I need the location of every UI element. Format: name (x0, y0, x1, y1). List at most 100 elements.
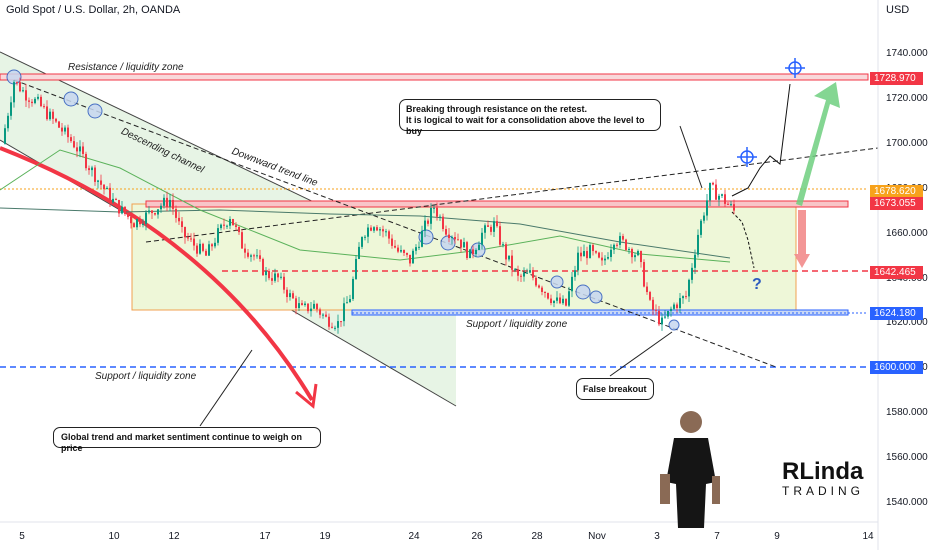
candle-body (463, 242, 465, 247)
candle-body (274, 273, 276, 280)
time-tick-label: 24 (408, 531, 419, 542)
question-mark: ? (752, 276, 762, 294)
candle-body (304, 304, 306, 305)
candle-body (460, 239, 462, 247)
logo-line2: TRADING (782, 484, 864, 498)
time-tick-label: 14 (862, 531, 873, 542)
candle-body (46, 106, 48, 119)
callout-pointer-global (200, 350, 252, 426)
resistance-zone-band (0, 74, 868, 80)
candle-body (10, 102, 12, 115)
candle-body (709, 183, 711, 200)
candle-body (349, 299, 351, 302)
candle-body (589, 245, 591, 258)
candle-body (436, 208, 438, 217)
candle-body (211, 244, 213, 246)
candle-body (505, 244, 507, 259)
candle-body (88, 168, 90, 170)
candle-body (13, 82, 15, 102)
candle-body (616, 245, 618, 246)
candle-body (298, 303, 300, 308)
candle-body (553, 301, 555, 303)
candle-body (583, 251, 585, 256)
candle-body (166, 198, 168, 207)
candle-body (385, 231, 387, 232)
candle-body (733, 204, 735, 210)
candle-body (529, 270, 531, 272)
currency-label: USD (886, 4, 909, 16)
candle-body (586, 251, 588, 258)
candle-body (130, 217, 132, 223)
candle-body (430, 208, 432, 224)
candle-body (622, 236, 624, 240)
candle-body (361, 237, 363, 247)
candle-body (247, 253, 249, 257)
candle-body (610, 250, 612, 257)
chart-title: Gold Spot / U.S. Dollar, 2h, OANDA (6, 4, 180, 16)
candle-body (643, 262, 645, 287)
candle-body (478, 245, 480, 250)
candle-body (601, 258, 603, 261)
candle-body (94, 168, 96, 182)
candle-body (373, 227, 375, 231)
candle-body (379, 229, 381, 230)
candle-body (397, 248, 399, 252)
candle-body (376, 227, 378, 230)
candle-body (97, 181, 99, 182)
candle-body (454, 237, 456, 239)
candle-body (724, 194, 726, 204)
resistance-zone-label: Resistance / liquidity zone (68, 62, 184, 73)
candle-body (322, 315, 324, 316)
candle-body (73, 141, 75, 147)
candle-body (22, 90, 24, 91)
candle-body (196, 246, 198, 254)
candle-body (667, 311, 669, 317)
candle-body (550, 299, 552, 303)
candle-body (571, 277, 573, 291)
candle-body (415, 247, 417, 251)
candle-body (256, 255, 258, 256)
candle-body (382, 229, 384, 231)
candle-body (568, 291, 570, 305)
candle-body (34, 99, 36, 103)
candle-body (181, 221, 183, 227)
candle-body (511, 256, 513, 270)
candle-body (532, 270, 534, 278)
candle-body (313, 304, 315, 309)
time-tick-label: Nov (588, 531, 606, 542)
candle-body (472, 249, 474, 254)
price-tick-label: 1540.000 (886, 497, 928, 508)
candle-body (721, 194, 723, 196)
time-tick-label: 10 (108, 531, 119, 542)
candle-body (199, 244, 201, 254)
candle-body (499, 226, 501, 245)
candle-body (607, 257, 609, 259)
time-tick-label: 19 (319, 531, 330, 542)
candle-body (76, 147, 78, 151)
candle-body (514, 269, 516, 270)
candle-body (43, 106, 45, 107)
candle-body (19, 82, 21, 91)
candle-body (235, 225, 237, 227)
candle-body (187, 237, 189, 238)
logo-line1: RLinda (782, 458, 863, 486)
candle-body (370, 228, 372, 231)
candle-body (628, 249, 630, 250)
candle-body (649, 292, 651, 300)
time-tick-label: 7 (714, 531, 720, 542)
projection-up-path (732, 84, 790, 196)
candle-body (277, 273, 279, 277)
up-green-arrow (796, 82, 840, 206)
candle-body (82, 146, 84, 153)
candle-body (535, 278, 537, 286)
candle-body (37, 97, 39, 99)
candle-body (151, 210, 153, 213)
candle-body (409, 255, 411, 264)
candle-body (259, 255, 261, 259)
candle-body (169, 200, 171, 207)
candle-body (388, 231, 390, 238)
candle-body (61, 128, 63, 132)
candle-body (445, 229, 447, 235)
candle-body (433, 208, 435, 209)
candle-body (280, 277, 282, 278)
